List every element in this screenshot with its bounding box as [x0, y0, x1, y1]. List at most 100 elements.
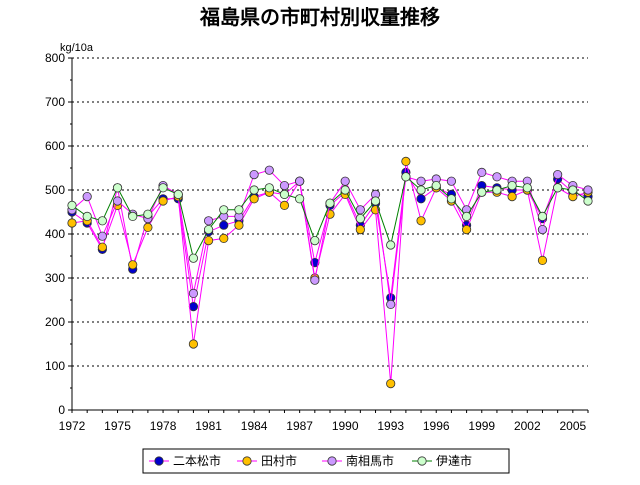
- y-tick-label: 0: [58, 403, 65, 417]
- legend-item: 二本松市: [149, 453, 221, 468]
- legend-marker: [242, 456, 252, 466]
- data-point: [446, 194, 457, 204]
- data-point: [401, 172, 411, 182]
- data-point: [507, 192, 517, 202]
- x-tick-label: 1990: [332, 419, 359, 433]
- data-point: [203, 225, 214, 235]
- data-point: [219, 233, 229, 243]
- data-point: [537, 255, 548, 265]
- legend-item: 伊達市: [412, 453, 472, 468]
- data-point: [386, 299, 396, 309]
- data-point: [553, 183, 563, 193]
- x-tick-label: 2002: [514, 419, 541, 433]
- data-point: [416, 194, 426, 204]
- data-point: [416, 216, 426, 226]
- x-tick-label: 1984: [241, 419, 268, 433]
- y-tick-label: 700: [45, 95, 65, 109]
- data-point: [537, 225, 548, 235]
- data-point: [461, 211, 472, 221]
- data-point: [568, 185, 578, 195]
- data-point: [416, 176, 426, 186]
- data-point: [492, 185, 502, 195]
- data-point: [97, 242, 107, 252]
- data-point: [477, 187, 487, 197]
- data-point: [507, 181, 517, 191]
- y-tick-label: 300: [45, 271, 65, 285]
- x-tick-label: 1993: [377, 419, 404, 433]
- data-point: [249, 194, 259, 204]
- x-tick-label: 1996: [423, 419, 450, 433]
- data-point: [143, 222, 153, 232]
- data-point: [386, 378, 396, 389]
- data-point: [234, 220, 244, 230]
- data-point: [128, 260, 138, 270]
- x-tick-label: 1981: [195, 419, 222, 433]
- data-point: [583, 185, 593, 195]
- data-point: [553, 170, 563, 180]
- data-point: [583, 196, 593, 206]
- x-tick-label: 1972: [59, 419, 86, 433]
- data-point: [128, 211, 138, 221]
- legend-label: 南相馬市: [346, 453, 394, 468]
- series-4: [67, 172, 593, 263]
- data-point: [325, 198, 335, 208]
- data-point: [67, 218, 77, 228]
- legend: 二本松市 田村市 南相馬市 伊達市: [142, 448, 510, 474]
- data-point: [340, 185, 350, 195]
- data-point: [112, 183, 123, 193]
- data-point: [310, 236, 320, 246]
- data-point: [295, 194, 305, 204]
- data-point: [310, 275, 320, 285]
- data-point: [340, 176, 350, 186]
- legend-marker: [417, 456, 427, 466]
- data-point: [249, 185, 259, 195]
- data-point: [279, 189, 290, 199]
- data-point: [446, 176, 457, 186]
- data-point: [188, 288, 199, 298]
- x-tick-label: 1975: [104, 419, 131, 433]
- data-point: [249, 170, 259, 180]
- data-point: [431, 181, 441, 191]
- legend-item: 田村市: [237, 453, 297, 468]
- data-point: [188, 339, 199, 349]
- legend-marker: [154, 456, 164, 466]
- data-point: [234, 205, 244, 215]
- axes: 0 100 200 300 400 500 600 700 800 1972 1975 1978 198…: [45, 51, 589, 433]
- data-point: [67, 200, 77, 210]
- data-point: [112, 196, 123, 206]
- y-axis-unit-label: kg/10a: [60, 42, 94, 54]
- data-point: [173, 189, 183, 199]
- x-tick-label: 1999: [468, 419, 495, 433]
- legend-label: 田村市: [261, 453, 297, 468]
- y-tick-label: 600: [45, 139, 65, 153]
- data-point: [264, 165, 274, 175]
- data-point: [355, 225, 365, 235]
- data-point: [188, 301, 199, 312]
- y-tick-label: 100: [45, 359, 65, 373]
- data-point: [158, 196, 168, 206]
- data-point: [416, 185, 426, 195]
- legend-marker: [327, 456, 337, 466]
- data-point: [97, 231, 107, 241]
- data-point: [203, 236, 214, 246]
- x-tick-label: 1978: [150, 419, 177, 433]
- data-point: [264, 183, 274, 193]
- data-point: [279, 200, 290, 210]
- data-point: [279, 181, 290, 191]
- legend-label: 伊達市: [436, 453, 472, 468]
- data-point: [492, 172, 502, 182]
- data-point: [82, 211, 92, 221]
- x-tick-label: 1987: [286, 419, 313, 433]
- data-point: [401, 156, 411, 166]
- series-layer: [67, 156, 593, 389]
- gridlines: [72, 57, 588, 367]
- legend-item: 南相馬市: [322, 453, 394, 468]
- data-point: [477, 167, 487, 177]
- legend-label: 二本松市: [173, 453, 221, 468]
- data-point: [537, 211, 548, 221]
- y-tick-label: 200: [45, 315, 65, 329]
- data-point: [522, 183, 532, 193]
- y-tick-label: 400: [45, 227, 65, 241]
- data-point: [188, 253, 199, 263]
